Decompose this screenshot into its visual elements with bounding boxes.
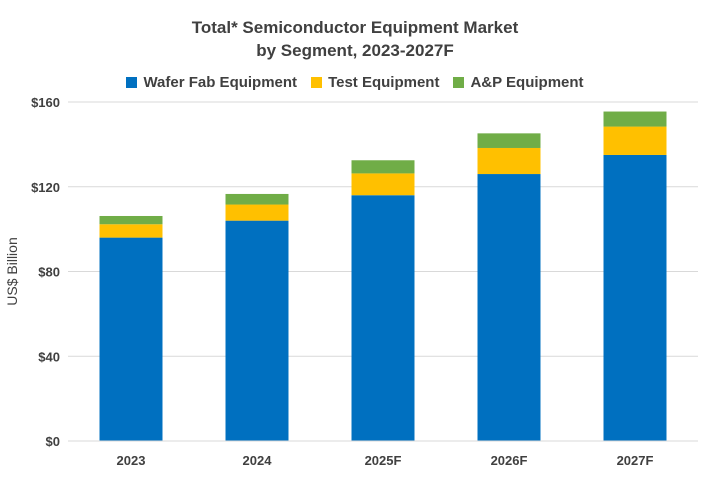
- legend-swatch-ap: [453, 77, 465, 88]
- x-tick-label: 2025F: [365, 453, 402, 468]
- legend-item-test: Test Equipment: [311, 74, 439, 91]
- bar-segment: [603, 154, 667, 441]
- legend: Wafer Fab Equipment Test Equipment A&P E…: [0, 74, 710, 91]
- legend-swatch-wafer-fab: [126, 77, 138, 88]
- bar-segment: [99, 224, 163, 238]
- bar-segment: [603, 126, 667, 155]
- chart-title-line-2: by Segment, 2023-2027F: [256, 41, 454, 60]
- x-tick-label: 2024: [243, 453, 273, 468]
- bar-segment: [351, 173, 415, 196]
- chart-title-line-1: Total* Semiconductor Equipment Market: [191, 18, 519, 37]
- bar-segment: [477, 133, 541, 148]
- y-tick-label: $160: [31, 95, 60, 110]
- bar-segment: [99, 215, 163, 225]
- y-axis-label: US$ Billion: [4, 237, 20, 305]
- x-tick-label: 2027F: [617, 453, 654, 468]
- legend-label-ap: A&P Equipment: [470, 74, 584, 91]
- bar-segment: [225, 193, 289, 205]
- legend-label-test: Test Equipment: [328, 74, 440, 91]
- legend-label-wafer-fab: Wafer Fab Equipment: [143, 74, 298, 91]
- y-tick-label: $120: [31, 180, 60, 195]
- x-tick-label: 2023: [117, 453, 146, 468]
- bar-segment: [351, 195, 415, 441]
- bar-segment: [351, 160, 415, 174]
- y-tick-label: $40: [38, 349, 60, 364]
- legend-item-wafer-fab: Wafer Fab Equipment: [126, 74, 297, 91]
- y-tick-label: $0: [46, 434, 60, 449]
- legend-swatch-test: [311, 77, 323, 88]
- legend-item-ap: A&P Equipment: [453, 74, 584, 91]
- bar-segment: [99, 237, 163, 441]
- y-tick-label: $80: [38, 265, 60, 280]
- bar-segment: [225, 204, 289, 221]
- bar-segment: [477, 147, 541, 175]
- bar-segment: [225, 220, 289, 441]
- x-tick-label: 2026F: [491, 453, 528, 468]
- bar-segment: [603, 111, 667, 127]
- bar-segment: [477, 174, 541, 441]
